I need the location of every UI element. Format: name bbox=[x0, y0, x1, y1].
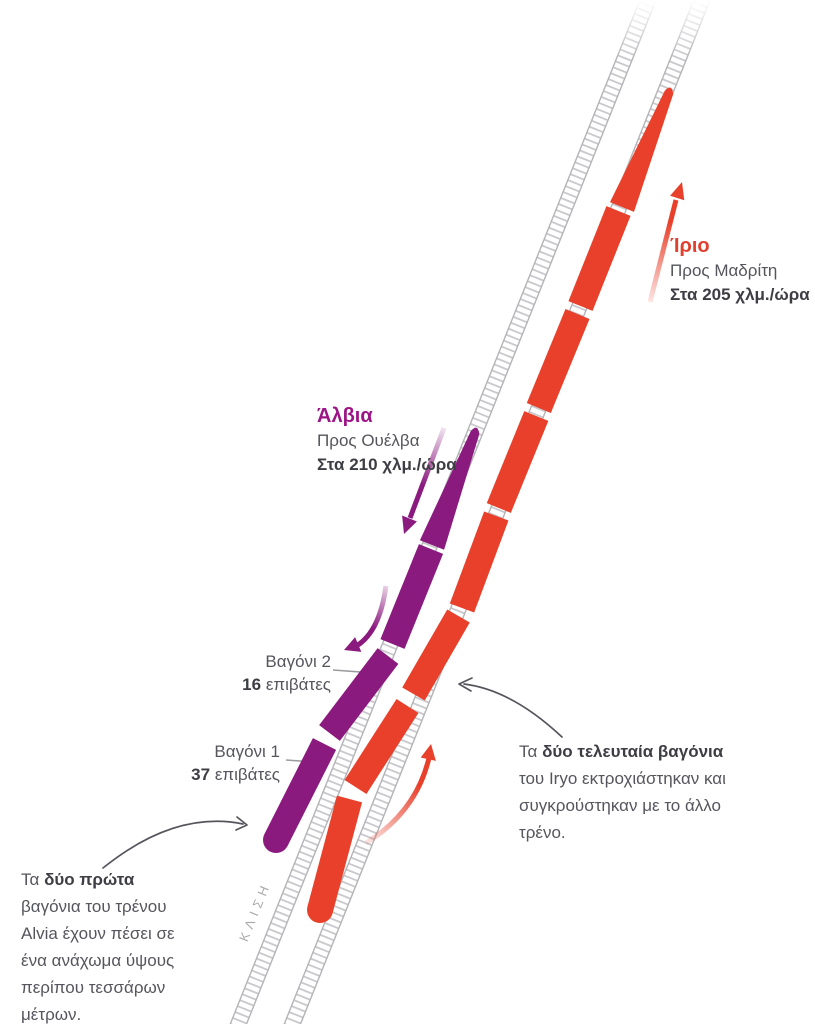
alvia-direction-arrow bbox=[402, 427, 447, 534]
irio-speed: Στα 205 χλμ./ώρα bbox=[670, 285, 810, 304]
alvia-name: Άλβια bbox=[317, 405, 373, 427]
wagon2-passengers: 16 επιβάτες bbox=[242, 675, 331, 694]
wagon2-label: Βαγόνι 2 16 επιβάτες bbox=[211, 650, 331, 696]
alvia-wagon-1 bbox=[264, 738, 337, 846]
alvia-train bbox=[263, 427, 480, 853]
irio-name: Ίριο bbox=[670, 235, 710, 257]
alvia-wagon bbox=[380, 544, 444, 649]
irio-wagon-derailed bbox=[344, 698, 419, 795]
irio-derail-arrow bbox=[364, 744, 436, 846]
irio-wagon bbox=[526, 309, 590, 413]
note-right: Τα δύο τελευταία βαγόνια του Iryo εκτροχ… bbox=[519, 742, 726, 842]
note-left-arrow bbox=[102, 816, 248, 869]
alvia-rear-nose bbox=[419, 427, 480, 550]
alvia-derail-arrow bbox=[344, 585, 389, 652]
irio-destination: Προς Μαδρίτη bbox=[670, 261, 778, 280]
note-left: Τα δύο πρώτα βαγόνια του τρένου Alvia έχ… bbox=[21, 870, 175, 1024]
alvia-destination: Προς Ουέλβα bbox=[317, 431, 420, 450]
irio-rear-end bbox=[307, 897, 333, 923]
alvia-speed: Στα 210 χλμ./ώρα bbox=[317, 455, 457, 474]
irio-wagon-derailed bbox=[307, 795, 363, 914]
wagon1-title: Βαγόνι 1 bbox=[214, 742, 280, 761]
irio-wagon bbox=[402, 609, 470, 701]
irio-wagon bbox=[486, 411, 549, 513]
irio-wagon bbox=[449, 511, 509, 613]
irio-train bbox=[307, 87, 674, 923]
irio-label: Ίριο Προς Μαδρίτη Στα 205 χλμ./ώρα bbox=[670, 233, 810, 307]
track-top-fade bbox=[560, 0, 815, 58]
irio-direction-arrow bbox=[647, 182, 685, 303]
note-right-arrow bbox=[458, 677, 563, 738]
irio-front-nose bbox=[610, 87, 674, 212]
wagon1-label: Βαγόνι 1 37 επιβάτες bbox=[160, 740, 280, 786]
alvia-wagon-2 bbox=[319, 648, 399, 741]
irio-wagon bbox=[568, 206, 631, 311]
alvia-front-end bbox=[263, 827, 289, 853]
alvia-label: Άλβια Προς Ουέλβα Στα 210 χλμ./ώρα bbox=[317, 403, 457, 477]
wagon1-passengers: 37 επιβάτες bbox=[191, 765, 280, 784]
wagon2-title: Βαγόνι 2 bbox=[265, 652, 331, 671]
